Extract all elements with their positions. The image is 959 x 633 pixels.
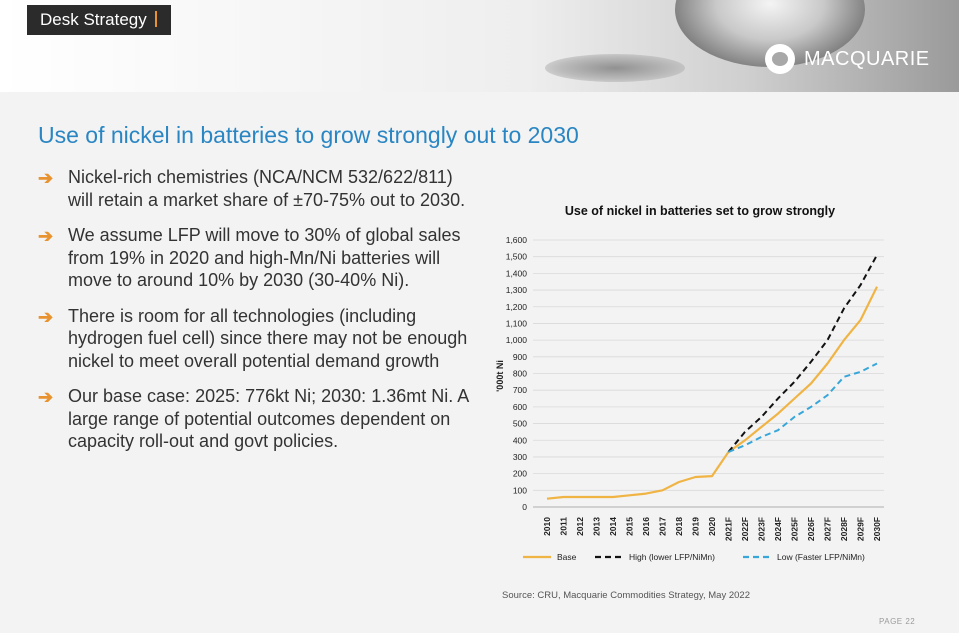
y-tick-label: 1,500 bbox=[506, 252, 528, 262]
y-tick-label: 1,200 bbox=[506, 302, 528, 312]
source-note: Source: CRU, Macquarie Commodities Strat… bbox=[502, 590, 750, 601]
bullet-item: ➔ Nickel-rich chemistries (NCA/NCM 532/62… bbox=[38, 166, 478, 211]
y-tick-label: 1,100 bbox=[506, 318, 528, 328]
x-tick-label: 2026F bbox=[806, 517, 816, 541]
x-tick-label: 2010 bbox=[542, 517, 552, 536]
legend-label: High (lower LFP/NiMn) bbox=[629, 552, 715, 562]
x-tick-label: 2011 bbox=[559, 517, 569, 536]
bullet-item: ➔ Our base case: 2025: 776kt Ni; 2030: 1.… bbox=[38, 385, 478, 453]
x-axis-ticks: 2010 2011 2012 2013 2014 2015 2016 2017 2018 2019… bbox=[542, 517, 882, 541]
x-tick-label: 2020 bbox=[707, 517, 717, 536]
tag-divider bbox=[154, 11, 157, 27]
macquarie-logo-icon bbox=[765, 44, 795, 74]
bullet-item: ➔ There is room for all technologies (inc… bbox=[38, 305, 478, 373]
legend-label: Low (Faster LFP/NiMn) bbox=[777, 552, 865, 562]
y-tick-label: 600 bbox=[513, 402, 527, 412]
bullet-text: Nickel-rich chemistries (NCA/NCM 532/622… bbox=[68, 167, 466, 210]
y-axis-ticks: 0 100 200 300 400 500 600 700 800 900 1,000 1,100 1,… bbox=[506, 235, 528, 512]
y-tick-label: 800 bbox=[513, 369, 527, 379]
page-number: PAGE 22 bbox=[879, 617, 916, 626]
x-tick-label: 2022F bbox=[740, 517, 750, 541]
arrow-right-icon: ➔ bbox=[38, 387, 54, 407]
chart-series bbox=[546, 254, 878, 500]
x-tick-label: 2021F bbox=[724, 517, 734, 541]
chart-title: Use of nickel in batteries set to grow s… bbox=[565, 204, 835, 218]
x-tick-label: 2017 bbox=[658, 517, 668, 536]
x-tick-label: 2016 bbox=[641, 517, 651, 536]
slide-title: Use of nickel in batteries to grow stron… bbox=[38, 122, 579, 148]
arrow-right-icon: ➔ bbox=[38, 168, 54, 188]
y-tick-label: 100 bbox=[513, 485, 527, 495]
y-tick-label: 400 bbox=[513, 435, 527, 445]
slide-header: Desk Strategy MACQUARIE bbox=[0, 0, 959, 92]
x-tick-label: 2014 bbox=[608, 517, 618, 536]
chart-legend: Base High (lower LFP/NiMn) Low (Faster LFP… bbox=[523, 552, 865, 562]
y-tick-label: 900 bbox=[513, 352, 527, 362]
coin-shadow bbox=[545, 54, 685, 82]
series-line-low bbox=[728, 362, 878, 453]
y-tick-label: 1,300 bbox=[506, 285, 528, 295]
desk-label: Desk Strategy bbox=[40, 10, 147, 29]
nickel-demand-chart: Use of nickel in batteries set to grow s… bbox=[495, 204, 884, 562]
x-tick-label: 2012 bbox=[575, 517, 585, 536]
bullet-item: ➔ We assume LFP will move to 30% of globa… bbox=[38, 224, 478, 292]
y-tick-label: 500 bbox=[513, 419, 527, 429]
bullet-text: Our base case: 2025: 776kt Ni; 2030: 1.3… bbox=[68, 386, 469, 451]
brand-logo: MACQUARIE bbox=[756, 40, 956, 80]
desk-strategy-tag: Desk Strategy bbox=[27, 5, 171, 35]
y-tick-label: 200 bbox=[513, 469, 527, 479]
y-tick-label: 1,000 bbox=[506, 335, 528, 345]
bullet-text: There is room for all technologies (incl… bbox=[68, 305, 468, 371]
y-tick-label: 0 bbox=[522, 502, 527, 512]
series-line-base bbox=[546, 286, 878, 500]
x-tick-label: 2018 bbox=[674, 517, 684, 536]
x-tick-label: 2019 bbox=[691, 517, 701, 536]
bullet-text: We assume LFP will move to 30% of global… bbox=[68, 225, 461, 290]
y-axis-label: '000t Ni bbox=[495, 360, 505, 392]
y-tick-label: 300 bbox=[513, 452, 527, 462]
arrow-right-icon: ➔ bbox=[38, 226, 54, 246]
chart-grid bbox=[533, 239, 884, 508]
bullet-list: ➔ Nickel-rich chemistries (NCA/NCM 532/62… bbox=[38, 166, 478, 466]
series-line-high bbox=[727, 254, 878, 453]
x-tick-label: 2015 bbox=[625, 517, 635, 536]
x-tick-label: 2029F bbox=[856, 517, 866, 541]
y-tick-label: 700 bbox=[513, 385, 527, 395]
x-tick-label: 2025F bbox=[790, 517, 800, 541]
brand-name: MACQUARIE bbox=[804, 48, 930, 70]
x-tick-label: 2028F bbox=[839, 517, 849, 541]
legend-label: Base bbox=[557, 552, 577, 562]
x-tick-label: 2023F bbox=[757, 517, 767, 541]
y-tick-label: 1,600 bbox=[506, 235, 528, 245]
x-tick-label: 2027F bbox=[823, 517, 833, 541]
x-tick-label: 2024F bbox=[773, 517, 783, 541]
y-tick-label: 1,400 bbox=[506, 268, 528, 278]
x-tick-label: 2030F bbox=[872, 517, 882, 541]
x-tick-label: 2013 bbox=[592, 517, 602, 536]
arrow-right-icon: ➔ bbox=[38, 306, 54, 327]
